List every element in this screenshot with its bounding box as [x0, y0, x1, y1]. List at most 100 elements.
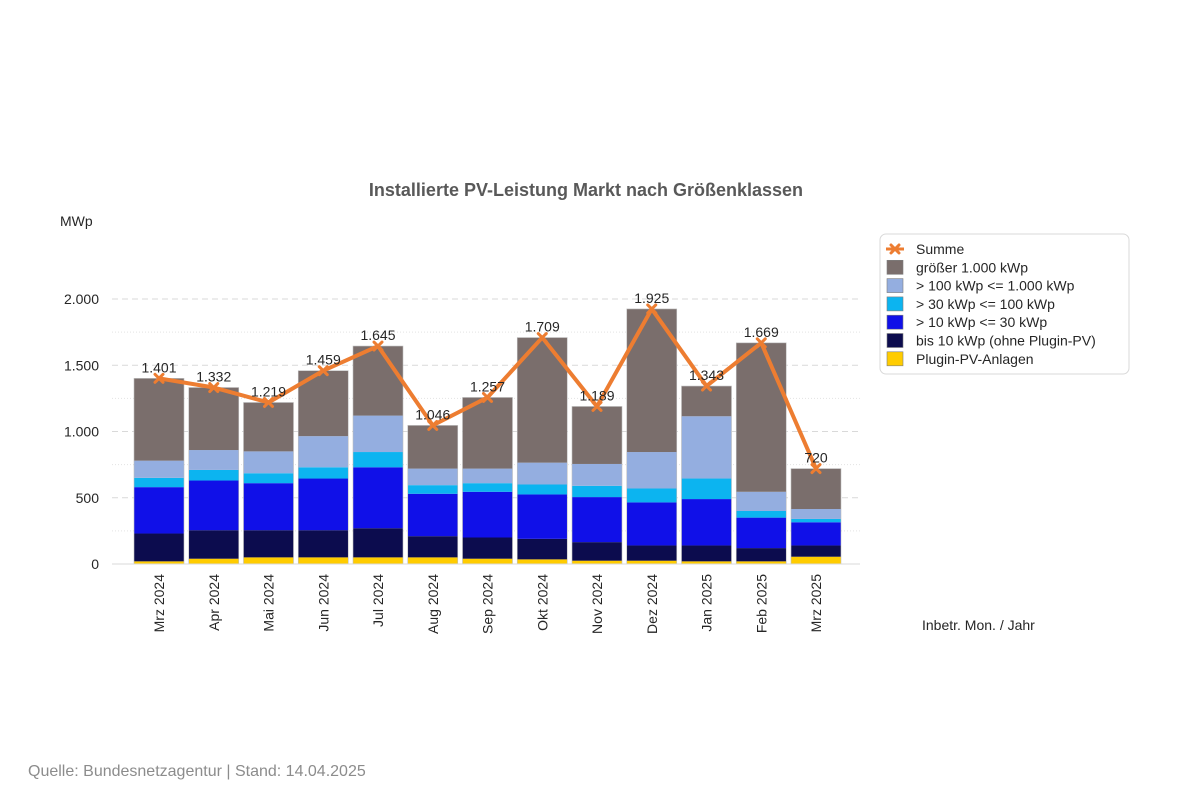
sum-data-label: 1.669 [744, 324, 779, 340]
legend-box [879, 233, 1130, 375]
bar-segment [791, 556, 841, 564]
x-tick-label: Feb 2025 [753, 574, 769, 633]
sum-data-label: 1.459 [306, 352, 341, 368]
y-axis-ticks: 0 500 1.000 1.500 2.000 [64, 291, 99, 572]
x-tick-label: Jan 2025 [699, 574, 715, 632]
legend-item: bis 10 kWp (ohne Plugin-PV) [886, 333, 1096, 349]
bar-segment [353, 346, 403, 416]
x-axis-label: Inbetr. Mon. / Jahr [922, 617, 1035, 633]
bar-segment [517, 484, 568, 495]
bar-segment [736, 517, 787, 549]
x-tick-label: Sep 2024 [480, 574, 496, 634]
bar-segment [188, 469, 239, 481]
legend-item: > 30 kWp <= 100 kWp [886, 296, 1055, 312]
sum-data-label: 1.189 [579, 387, 614, 403]
bar-segment [298, 436, 349, 468]
x-tick-label: Mrz 2024 [151, 574, 167, 633]
legend-label: bis 10 kWp (ohne Plugin-PV) [916, 333, 1096, 349]
bar-segment [407, 557, 458, 564]
sum-marker-stroke [208, 382, 220, 394]
y-tick-label: 0 [91, 556, 99, 572]
y-tick-label: 1.500 [64, 357, 99, 373]
bar-segment [736, 491, 787, 511]
y-axis-unit: MWp [60, 213, 93, 229]
sum-marker-stroke [810, 463, 822, 475]
bar-segment [517, 494, 568, 539]
bar-segment [572, 542, 622, 561]
sum-data-label: 1.343 [689, 367, 724, 383]
bar-segment [134, 378, 184, 461]
bar-segment [462, 483, 513, 492]
bar-segment [298, 530, 349, 558]
bar-segment [353, 452, 403, 468]
bar-segment [626, 560, 677, 564]
legend-swatch [886, 333, 904, 348]
bar-segment [188, 530, 239, 559]
bar-segment [681, 561, 732, 564]
bar-segment [572, 497, 622, 543]
bar-segment [681, 416, 732, 479]
sum-marker [153, 372, 165, 384]
legend-item: Plugin-PV-Anlagen [886, 351, 1034, 367]
bar-segment [407, 425, 458, 469]
bar-segment [736, 511, 787, 518]
data-labels: 1.401 1.332 1.219 1.459 1.645 1.046 1.257 1.709… [141, 290, 827, 466]
sum-marker-stroke [701, 380, 712, 392]
bar-segment [407, 493, 458, 537]
chart-title: Installierte PV-Leistung Markt nach Größ… [369, 180, 803, 200]
bar-segment [188, 387, 239, 451]
bar-segment [188, 558, 239, 564]
bar-segment [736, 342, 787, 492]
legend-label: Plugin-PV-Anlagen [916, 351, 1034, 367]
sum-data-label: 720 [804, 450, 828, 466]
sum-marker [208, 382, 220, 394]
x-tick-label: Mrz 2025 [808, 574, 824, 633]
bar-segment [134, 487, 184, 534]
sum-marker [646, 303, 658, 315]
bar-segment [626, 502, 677, 546]
bar-segment [462, 491, 513, 538]
bar-segment [407, 536, 458, 558]
x-tick-label: Jul 2024 [370, 574, 386, 627]
bar-segment [298, 557, 349, 564]
bar-segment [462, 397, 513, 469]
sum-data-label: 1.401 [141, 359, 176, 375]
bar-segment [243, 402, 294, 452]
sum-marker [701, 380, 712, 392]
legend-item: > 10 kWp <= 30 kWp [886, 314, 1047, 330]
sum-marker [536, 332, 548, 344]
bar-segment [626, 488, 677, 503]
sum-data-label: 1.332 [196, 369, 231, 385]
y-tick-label: 2.000 [64, 291, 99, 307]
legend-label: > 100 kWp <= 1.000 kWp [916, 278, 1075, 294]
bar-segment [298, 478, 349, 531]
legend-item: größer 1.000 kWp [886, 259, 1028, 275]
bar-segment [298, 467, 349, 479]
sum-marker-stroke [263, 396, 274, 408]
sum-marker-stroke [755, 337, 767, 349]
sum-marker [263, 396, 274, 408]
bar-segment [517, 538, 568, 560]
bar-segment [462, 468, 513, 484]
bar-segment [736, 548, 787, 562]
legend-item: Summe [886, 241, 964, 257]
legend-label: > 30 kWp <= 100 kWp [916, 296, 1055, 312]
sum-marker-stroke [536, 332, 548, 344]
bar-segment [517, 559, 568, 564]
bar-segment [517, 462, 568, 485]
bar-segment [353, 557, 403, 564]
sum-marker-stroke [317, 365, 329, 377]
bar-segment [572, 406, 622, 464]
legend-swatch [886, 278, 904, 293]
bar-segment [572, 560, 622, 564]
bar-segment [353, 528, 403, 558]
bar-segment [791, 545, 841, 557]
x-tick-label: Jun 2024 [315, 574, 331, 632]
sum-marker-stroke [646, 303, 658, 315]
x-tick-label: Dez 2024 [644, 574, 660, 634]
bar-segment [407, 485, 458, 494]
legend: Summe größer 1.000 kWp > 100 kWp <= 1.000 … [879, 233, 1130, 375]
sum-marker [810, 463, 822, 475]
bar-segment [134, 460, 184, 478]
